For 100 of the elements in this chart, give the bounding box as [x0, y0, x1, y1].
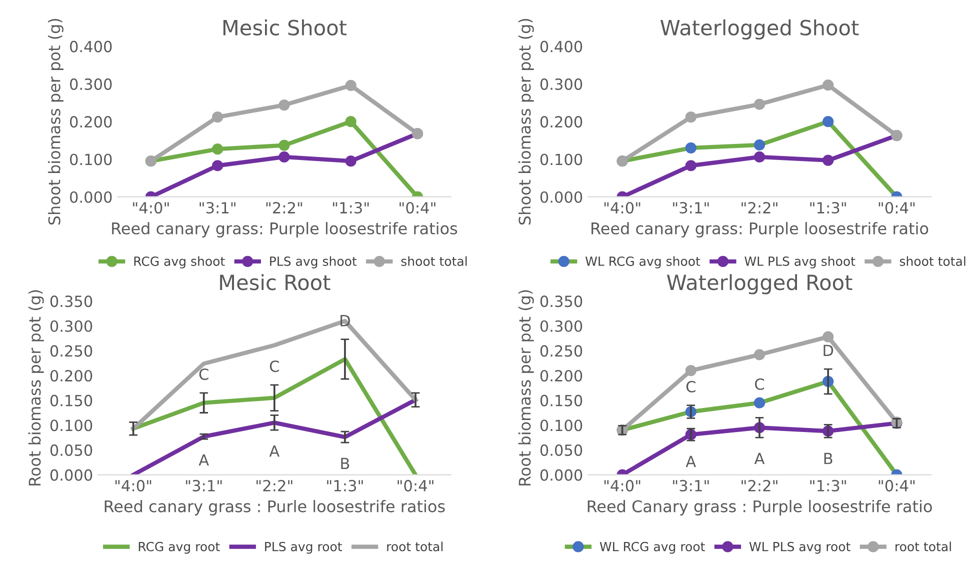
x-tick-label: "4:0" — [604, 480, 640, 492]
chart-title: Mesic Shoot — [223, 19, 346, 36]
y-tick-label: 0.100 — [540, 420, 582, 432]
x-tick-label: "1:3" — [332, 202, 369, 214]
point — [754, 98, 766, 110]
point — [754, 151, 766, 163]
point — [685, 365, 696, 376]
y-axis-title: Shoot biomass per pot (g) — [48, 18, 64, 225]
x-tick-label: "1:3" — [810, 202, 846, 214]
annotation: B — [341, 458, 350, 470]
legend-label: RCG avg shoot — [134, 256, 225, 268]
y-axis-title: Root biomass per pot (g) — [518, 290, 534, 486]
line-series — [131, 357, 418, 475]
annotation: C — [199, 368, 208, 380]
annotation: A — [198, 454, 209, 466]
y-axis-title: Root biomass per pot (g) — [28, 290, 44, 486]
point — [278, 99, 290, 111]
x-axis-title: Reed canary grass: Purple loosestrife ratios — [112, 222, 458, 238]
y-tick-label: 0.200 — [70, 116, 112, 128]
y-tick-label: 0.000 — [50, 469, 92, 481]
y-tick-label: 0.100 — [50, 420, 92, 432]
y-axis-title: Shoot biomass per pot (g) — [518, 18, 534, 225]
chart-title: Waterlogged Root — [666, 274, 852, 294]
x-tick-label: "2:2" — [256, 480, 292, 492]
legend-label: WL RCG avg root — [600, 542, 705, 554]
y-tick-label: 0.000 — [70, 191, 112, 203]
point — [754, 397, 766, 408]
y-tick-label: 0.200 — [540, 116, 582, 128]
y-tick-label: 0.250 — [50, 345, 92, 357]
y-tick-label: 0.000 — [540, 191, 582, 203]
point — [754, 349, 766, 360]
annotation: A — [754, 452, 765, 464]
legend-label: RCG avg root — [138, 542, 220, 554]
annotation: C — [755, 378, 764, 390]
point — [822, 116, 834, 128]
point — [685, 160, 696, 172]
point — [212, 112, 224, 123]
x-axis-title: Reed canary grass: Purple loosestrife ratio — [592, 222, 928, 238]
line-series — [131, 398, 418, 475]
point — [822, 154, 834, 166]
point — [278, 140, 290, 151]
annotation: D — [824, 344, 834, 356]
point — [345, 116, 356, 128]
legend-label: root total — [896, 542, 951, 552]
y-tick-label: 0.100 — [70, 154, 112, 166]
y-tick-label: 0.050 — [540, 444, 582, 456]
legend-label: WL PLS avg root — [749, 542, 850, 554]
chart-title: Mesic Root — [220, 274, 330, 290]
legend-label: shoot total — [401, 256, 467, 266]
point — [345, 80, 356, 92]
x-tick-label: "0:4" — [400, 202, 436, 214]
legend-label: WL RCG avg shoot — [586, 256, 700, 268]
annotation: C — [686, 380, 696, 392]
y-tick-label: 0.150 — [540, 394, 582, 406]
legend-label: WL PLS avg shoot — [744, 256, 856, 268]
x-axis-title: Reed Canary grass : Purple loosestrife ratio — [588, 500, 932, 516]
x-tick-label: "1:3" — [810, 480, 846, 492]
legend-label: PLS avg root — [265, 542, 342, 554]
x-tick-label: "0:4" — [398, 480, 434, 492]
x-tick-label: "1:3" — [327, 480, 363, 492]
chart-title: Waterlogged Shoot — [660, 19, 859, 40]
y-tick-label: 0.400 — [70, 40, 112, 52]
y-tick-label: 0.300 — [540, 78, 582, 90]
x-tick-label: "3:1" — [673, 480, 709, 492]
annotation: A — [686, 456, 696, 468]
x-tick-label: "2:2" — [742, 480, 778, 492]
x-tick-label: "2:2" — [742, 202, 778, 214]
point — [212, 160, 224, 172]
x-tick-label: "0:4" — [878, 480, 915, 492]
point — [822, 80, 834, 91]
legend-label: shoot total — [900, 256, 966, 266]
annotation: A — [269, 445, 280, 457]
point — [345, 156, 356, 167]
legend-label: root total — [387, 542, 442, 552]
x-axis-title: Reed canary grass : Purle loosestrife ratios — [104, 500, 445, 516]
x-tick-label: "3:1" — [200, 202, 236, 214]
y-tick-label: 0.300 — [50, 320, 92, 332]
annotation: C — [270, 360, 279, 372]
y-tick-label: 0.350 — [50, 296, 92, 308]
x-tick-label: "3:1" — [186, 480, 222, 492]
y-tick-label: 0.200 — [540, 370, 582, 382]
point — [212, 144, 224, 155]
point — [278, 151, 290, 163]
x-tick-label: "4:0" — [604, 202, 640, 214]
legend-label: PLS avg shoot — [270, 256, 357, 268]
y-tick-label: 0.350 — [540, 296, 582, 308]
y-tick-label: 0.050 — [50, 444, 92, 456]
y-tick-label: 0.300 — [70, 78, 112, 90]
x-tick-label: "4:0" — [115, 480, 152, 492]
x-tick-label: "0:4" — [878, 202, 915, 214]
x-tick-label: "3:1" — [673, 202, 709, 214]
y-tick-label: 0.300 — [540, 320, 582, 332]
y-tick-label: 0.250 — [540, 345, 582, 357]
y-tick-label: 0.000 — [540, 469, 582, 481]
point — [754, 139, 766, 150]
annotation: B — [824, 452, 832, 464]
y-tick-label: 0.400 — [540, 40, 582, 52]
point — [685, 142, 696, 154]
point — [685, 112, 696, 123]
y-tick-label: 0.200 — [50, 370, 92, 382]
